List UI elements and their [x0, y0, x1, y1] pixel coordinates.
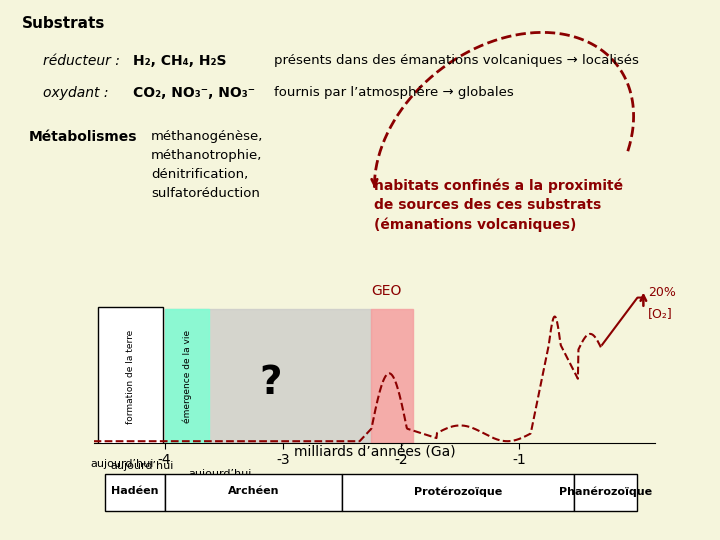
Text: réducteur :: réducteur :	[43, 54, 120, 68]
Text: Métabolismes: Métabolismes	[29, 130, 138, 144]
Text: fournis par l’atmosphère → globales: fournis par l’atmosphère → globales	[274, 86, 513, 99]
Text: aujourd’hui: aujourd’hui	[188, 469, 251, 480]
Bar	[342, 474, 574, 511]
Bar	[165, 309, 210, 443]
Bar	[574, 474, 637, 511]
Text: présents dans des émanations volcaniques → localisés: présents dans des émanations volcaniques…	[274, 54, 639, 67]
Text: H₂, CH₄, H₂S: H₂, CH₄, H₂S	[133, 54, 227, 68]
Text: aujourd’hui: aujourd’hui	[110, 461, 174, 471]
Bar	[372, 309, 413, 443]
Text: GEO: GEO	[372, 284, 402, 298]
Text: Archéen: Archéen	[228, 487, 279, 496]
FancyBboxPatch shape	[99, 307, 163, 444]
Text: Hadéen: Hadéen	[111, 487, 158, 496]
Text: oxydant :: oxydant :	[43, 86, 109, 100]
Text: émergence de la vie: émergence de la vie	[182, 330, 192, 423]
Text: habitats confinés a la proximité
de sources des ces substrats
(émanations volcan: habitats confinés a la proximité de sour…	[374, 178, 624, 232]
Text: aujourd’hui: aujourd’hui	[90, 459, 153, 469]
Text: [O₂]: [O₂]	[648, 307, 673, 320]
Text: Protérozoïque: Protérozoïque	[413, 486, 502, 497]
Text: Phanérozoïque: Phanérozoïque	[559, 486, 652, 497]
Bar	[105, 474, 165, 511]
Text: formation de la terre: formation de la terre	[126, 329, 135, 423]
Text: Substrats: Substrats	[22, 16, 105, 31]
Text: CO₂, NO₃⁻, NO₃⁻: CO₂, NO₃⁻, NO₃⁻	[133, 86, 256, 100]
Text: ?: ?	[260, 364, 282, 402]
Bar	[165, 474, 342, 511]
Text: méthanogénèse,
méthanotrophie,
dénitrification,
sulfatoréduction: méthanogénèse, méthanotrophie, dénitrifi…	[151, 130, 264, 200]
Text: 20%: 20%	[648, 286, 676, 299]
Bar	[165, 309, 372, 443]
Text: milliards d’années (Ga): milliards d’années (Ga)	[294, 446, 455, 460]
